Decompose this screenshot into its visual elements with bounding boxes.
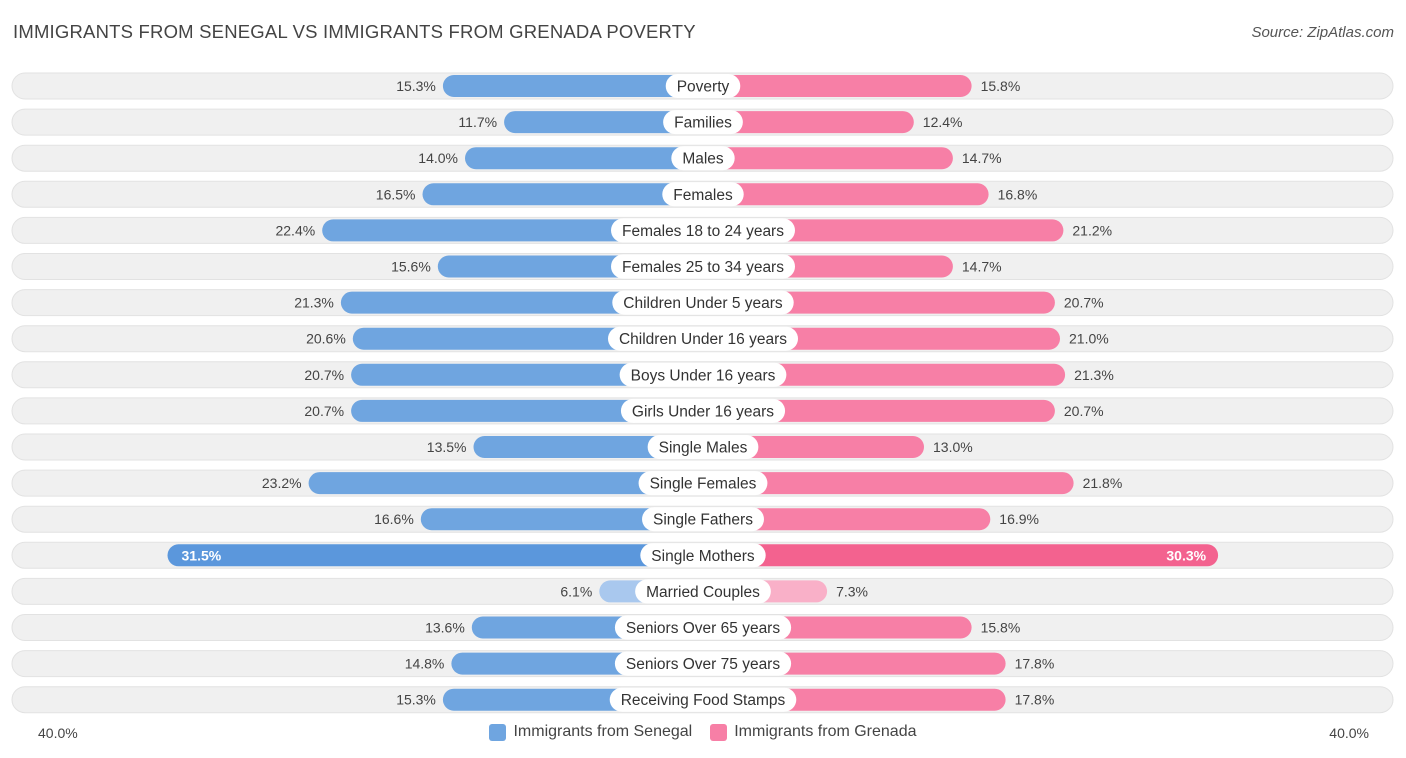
category-label-seniors-over-65-years: Seniors Over 65 years <box>626 620 780 637</box>
axis-left-label: 40.0% <box>38 725 78 741</box>
value-senegal-children-under-16-years: 20.6% <box>306 331 346 347</box>
category-label-families: Families <box>674 115 732 132</box>
category-label-single-females: Single Females <box>650 476 757 493</box>
bar-grenada-poverty <box>692 75 972 97</box>
category-label-children-under-5-years: Children Under 5 years <box>623 295 783 312</box>
category-label-poverty: Poverty <box>677 79 730 96</box>
value-grenada-married-couples: 7.3% <box>836 583 868 599</box>
category-label-children-under-16-years: Children Under 16 years <box>619 331 787 348</box>
value-grenada-children-under-16-years: 21.0% <box>1069 331 1109 347</box>
category-pill-single-females <box>638 471 768 496</box>
value-senegal-single-mothers: 31.5% <box>182 547 222 563</box>
bar-senegal-single-females <box>308 472 714 495</box>
bar-grenada-single-females <box>692 472 1074 495</box>
value-senegal-poverty: 15.3% <box>396 78 436 94</box>
value-senegal-children-under-5-years: 21.3% <box>294 295 334 311</box>
category-label-males: Males <box>682 151 724 168</box>
value-grenada-females-18-to-24-years: 21.2% <box>1072 222 1112 238</box>
value-grenada-single-fathers: 16.9% <box>999 511 1039 527</box>
bar-grenada-females <box>692 183 989 206</box>
legend-label-grenada: Immigrants from Grenada <box>734 723 917 740</box>
category-pill-single-fathers <box>642 507 764 532</box>
bar-grenada-families <box>692 111 914 134</box>
category-pill-seniors-over-65-years <box>614 615 792 640</box>
legend-item-grenada[interactable]: Immigrants from Grenada <box>710 723 917 741</box>
value-senegal-boys-under-16-years: 20.7% <box>304 367 344 383</box>
category-pill-males <box>671 146 735 171</box>
category-label-females-18-to-24-years: Females 18 to 24 years <box>622 223 784 240</box>
value-grenada-receiving-food-stamps: 17.8% <box>1015 692 1055 708</box>
axis-right-label: 40.0% <box>1329 725 1369 741</box>
legend-label-senegal: Immigrants from Senegal <box>513 723 693 740</box>
category-label-receiving-food-stamps: Receiving Food Stamps <box>621 692 786 709</box>
legend-item-senegal[interactable]: Immigrants from Senegal <box>489 723 692 741</box>
value-grenada-girls-under-16-years: 20.7% <box>1064 403 1104 419</box>
bar-grenada-males <box>692 147 953 170</box>
category-label-females: Females <box>673 187 733 204</box>
category-pill-single-males <box>647 435 759 459</box>
value-grenada-females: 16.8% <box>998 186 1038 202</box>
value-senegal-females-18-to-24-years: 22.4% <box>275 222 315 238</box>
value-senegal-married-couples: 6.1% <box>560 583 592 599</box>
diverging-bar-chart: Poverty 15.3% 15.8% Families 11.7% 12.4% Males… <box>11 72 1394 714</box>
value-senegal-receiving-food-stamps: 15.3% <box>396 692 436 708</box>
category-pill-females-18-to-24-years <box>611 218 795 243</box>
category-pill-boys-under-16-years <box>619 362 787 387</box>
value-grenada-single-males: 13.0% <box>933 439 973 455</box>
value-senegal-families: 11.7% <box>458 114 497 130</box>
value-grenada-poverty: 15.8% <box>981 78 1021 94</box>
category-pill-receiving-food-stamps <box>609 687 797 712</box>
value-senegal-single-males: 13.5% <box>427 439 467 455</box>
value-senegal-seniors-over-75-years: 14.8% <box>405 656 445 672</box>
category-pill-seniors-over-75-years <box>614 651 792 676</box>
value-grenada-boys-under-16-years: 21.3% <box>1074 367 1114 383</box>
category-label-females-25-to-34-years: Females 25 to 34 years <box>622 259 784 276</box>
value-grenada-children-under-5-years: 20.7% <box>1064 295 1104 311</box>
bar-senegal-single-fathers <box>420 508 714 531</box>
category-label-single-males: Single Males <box>659 440 748 457</box>
category-label-single-fathers: Single Fathers <box>653 512 753 529</box>
value-senegal-males: 14.0% <box>418 150 458 166</box>
value-grenada-single-females: 21.8% <box>1083 475 1123 491</box>
category-label-married-couples: Married Couples <box>646 584 760 601</box>
chart-title: IMMIGRANTS FROM SENEGAL VS IMMIGRANTS FR… <box>13 21 696 42</box>
value-grenada-seniors-over-65-years: 15.8% <box>981 620 1021 636</box>
category-pill-poverty <box>665 74 741 98</box>
bar-grenada-single-fathers <box>692 508 991 531</box>
bar-grenada-single-mothers <box>692 544 1219 567</box>
category-label-girls-under-16-years: Girls Under 16 years <box>632 403 774 420</box>
value-senegal-girls-under-16-years: 20.7% <box>304 403 344 419</box>
bar-senegal-families <box>504 111 714 134</box>
category-pill-children-under-5-years <box>612 290 794 315</box>
category-pill-single-mothers <box>640 543 766 568</box>
value-senegal-females-25-to-34-years: 15.6% <box>391 259 431 275</box>
value-senegal-single-fathers: 16.6% <box>374 511 414 527</box>
bar-senegal-poverty <box>442 75 714 97</box>
value-senegal-seniors-over-65-years: 13.6% <box>425 620 465 636</box>
value-senegal-single-females: 23.2% <box>262 475 302 491</box>
value-senegal-females: 16.5% <box>376 186 416 202</box>
value-grenada-males: 14.7% <box>962 150 1002 166</box>
category-pill-females <box>662 182 744 207</box>
bar-grenada-boys-under-16-years <box>692 363 1066 386</box>
bar-senegal-single-mothers <box>167 544 714 567</box>
category-pill-children-under-16-years <box>607 326 799 351</box>
category-pill-families <box>663 110 743 135</box>
legend: Immigrants from Senegal Immigrants from … <box>0 723 1406 741</box>
category-label-seniors-over-75-years: Seniors Over 75 years <box>626 656 780 673</box>
category-label-boys-under-16-years: Boys Under 16 years <box>631 367 776 384</box>
bar-senegal-males <box>465 147 714 170</box>
category-pill-girls-under-16-years <box>620 398 786 423</box>
value-grenada-seniors-over-75-years: 17.8% <box>1015 656 1055 672</box>
chart-source: Source: ZipAtlas.com <box>1251 24 1394 41</box>
category-pill-females-25-to-34-years <box>611 254 795 279</box>
bar-senegal-females <box>422 183 714 206</box>
legend-swatch-senegal <box>489 723 507 741</box>
value-grenada-families: 12.4% <box>923 114 963 130</box>
legend-swatch-grenada <box>710 723 728 741</box>
category-pill-married-couples <box>635 579 771 604</box>
category-label-single-mothers: Single Mothers <box>651 548 755 565</box>
value-grenada-single-mothers: 30.3% <box>1166 547 1206 563</box>
value-grenada-females-25-to-34-years: 14.7% <box>962 259 1002 275</box>
